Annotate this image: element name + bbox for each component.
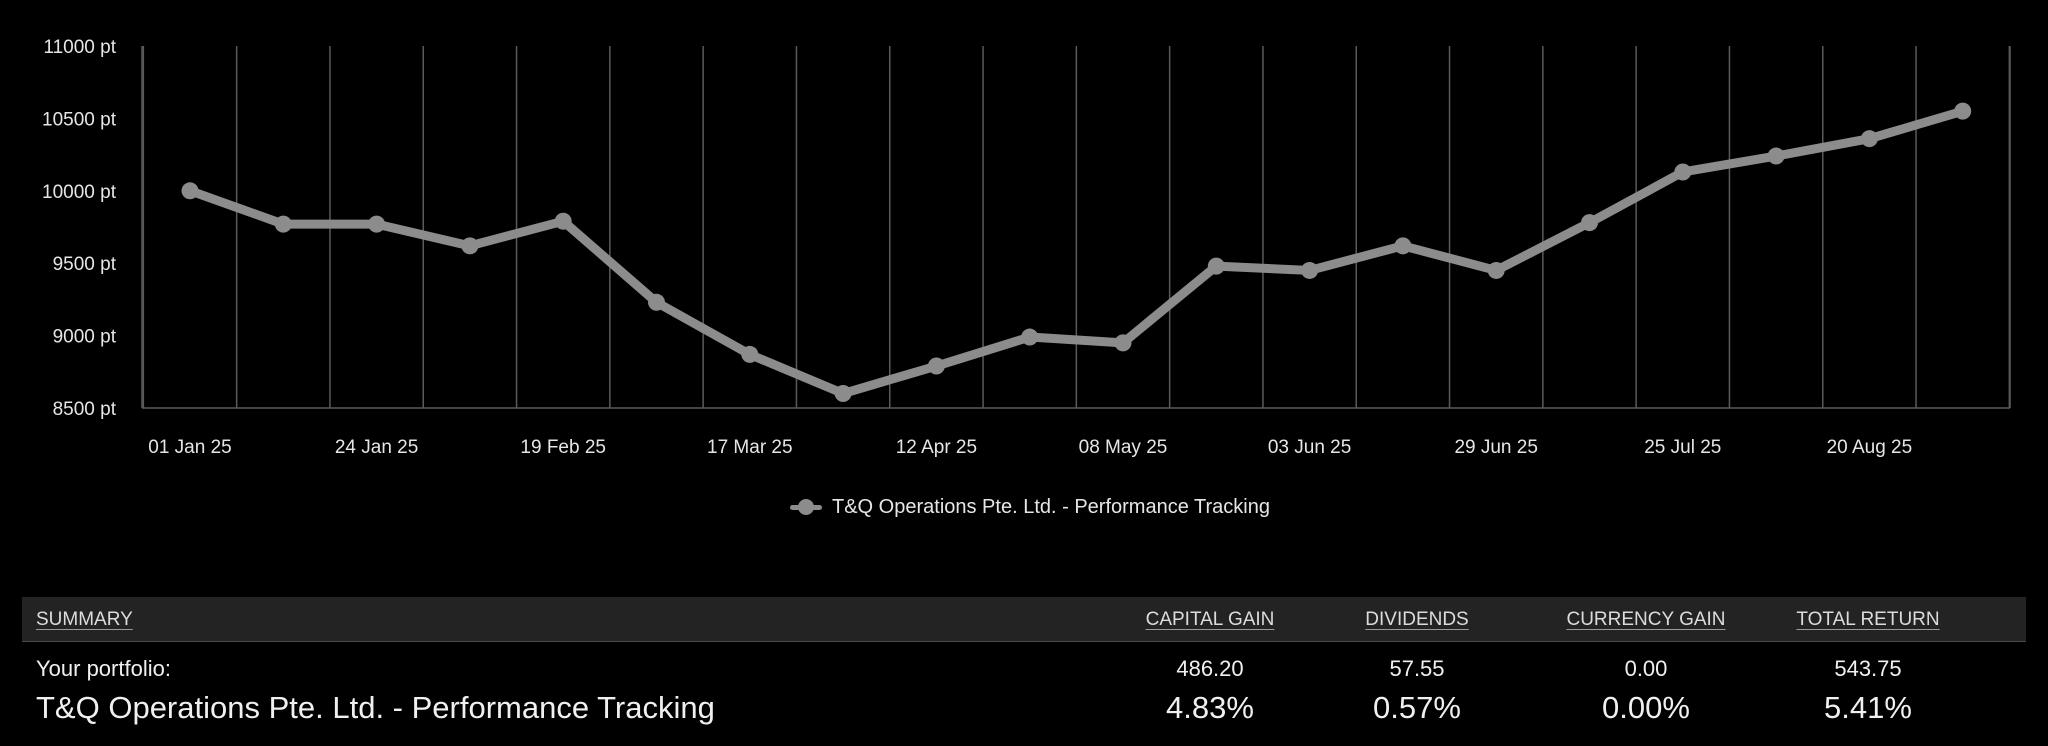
data-point [1114, 334, 1132, 352]
tracking-label: T&Q Operations Pte. Ltd. - Performance T… [36, 690, 715, 725]
summary-header-label[interactable]: SUMMARY [36, 609, 133, 630]
legend-series-marker-icon [790, 499, 822, 515]
chart-svg: 11000 pt 10500 pt 10000 pt 9500 pt 9000 pt 85… [42, 37, 2011, 458]
y-tick-label: 10000 pt [42, 182, 117, 203]
x-tick-label: 08 May 25 [1079, 437, 1168, 458]
total-return-header[interactable]: TOTAL RETURN [1796, 609, 1940, 630]
x-tick-label: 29 Jun 25 [1454, 437, 1537, 458]
x-tick-label: 24 Jan 25 [335, 437, 418, 458]
data-point [927, 357, 945, 375]
chart-legend[interactable]: T&Q Operations Pte. Ltd. - Performance T… [790, 492, 1270, 522]
portfolio-label: Your portfolio: [36, 656, 171, 681]
y-tick-label: 9000 pt [53, 327, 117, 348]
data-point [1674, 163, 1692, 181]
data-point [1767, 147, 1785, 165]
tracking-total-return: 5.41% [1824, 690, 1912, 725]
x-tick-label: 17 Mar 25 [707, 437, 793, 458]
tracking-percent-row: T&Q Operations Pte. Ltd. - Performance T… [22, 690, 2026, 736]
dividends-header[interactable]: DIVIDENDS [1365, 609, 1469, 630]
y-tick-label: 8500 pt [53, 399, 117, 420]
portfolio-dividends: 57.55 [1389, 656, 1445, 681]
x-tick-label: 01 Jan 25 [148, 437, 231, 458]
portfolio-currency-gain: 0.00 [1624, 656, 1668, 681]
summary-table: SUMMARY CAPITAL GAIN DIVIDENDS CURRENCY … [22, 597, 2026, 736]
currency-gain-header[interactable]: CURRENCY GAIN [1566, 609, 1726, 630]
x-tick-label: 12 Apr 25 [896, 437, 977, 458]
data-point [1301, 261, 1319, 279]
data-point [1394, 237, 1412, 255]
data-point [368, 215, 386, 233]
tracking-dividends: 0.57% [1373, 690, 1461, 725]
x-tick-label: 03 Jun 25 [1268, 437, 1351, 458]
data-point [181, 182, 199, 200]
portfolio-capital-gain: 486.20 [1176, 656, 1244, 681]
y-tick-label: 11000 pt [43, 37, 116, 58]
data-point [1954, 102, 1972, 120]
series-line [185, 106, 1968, 399]
x-tick-label: 20 Aug 25 [1827, 437, 1913, 458]
data-point [1860, 130, 1878, 148]
portfolio-values-row: Your portfolio: 486.20 57.55 0.00 543.75 [22, 656, 2026, 690]
data-point [274, 215, 292, 233]
data-point [1581, 214, 1598, 232]
x-tick-label: 19 Feb 25 [520, 437, 606, 458]
portfolio-total-return: 543.75 [1834, 656, 1902, 681]
legend-series-label: T&Q Operations Pte. Ltd. - Performance T… [832, 495, 1270, 518]
data-point [1207, 257, 1225, 275]
x-tick-label: 25 Jul 25 [1644, 437, 1721, 458]
data-point [554, 212, 572, 230]
y-tick-label: 10500 pt [42, 109, 117, 130]
data-point [1487, 261, 1505, 279]
data-point [834, 385, 852, 403]
y-tick-label: 9500 pt [53, 254, 117, 275]
data-point [648, 293, 665, 311]
data-point [741, 345, 759, 363]
data-point [1021, 328, 1039, 346]
capital-gain-header[interactable]: CAPITAL GAIN [1145, 609, 1275, 630]
summary-header-row: SUMMARY CAPITAL GAIN DIVIDENDS CURRENCY … [22, 597, 2026, 642]
tracking-capital-gain: 4.83% [1166, 690, 1254, 725]
data-point [461, 237, 479, 255]
performance-chart: 11000 pt 10500 pt 10000 pt 9500 pt 9000 pt 85… [42, 37, 2011, 522]
tracking-currency-gain: 0.00% [1602, 690, 1690, 725]
